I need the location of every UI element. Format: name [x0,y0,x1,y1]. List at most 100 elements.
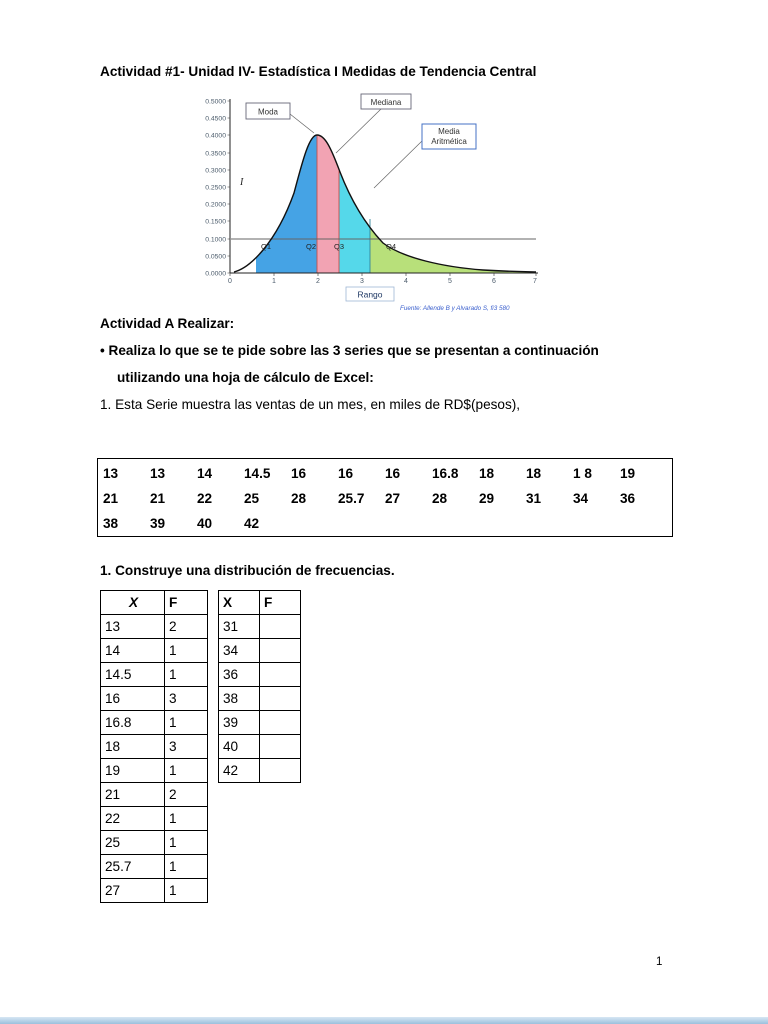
table-row: 21 2 [100,782,208,807]
page-bottom-edge [0,1017,768,1024]
x-tick-label: 1 [272,278,276,285]
series-row-1: 13 13 14 14.5 16 16 16 16.8 18 18 1 8 19 [103,461,672,486]
area-q2 [317,135,339,273]
y-tick-label: 0.2000 [205,202,226,209]
value-cell: 18 [100,734,165,759]
section-heading: Actividad A Realizar: [100,316,235,331]
y-tick-label: 0.4500 [205,116,226,123]
series-value: 39 [150,516,166,531]
table-row: 16 3 [100,686,208,711]
quartile-label-q3: Q3 [334,242,344,251]
mediana-label: Mediana [371,98,402,107]
frequency-cell [259,758,301,783]
series-value: 40 [197,516,213,531]
area-q3 [339,169,370,273]
frequency-table-left: X F 13 2 14 1 14.5 1 16 3 16.8 1 18 3 19 1 21 2 … [100,590,208,903]
frequency-cell [259,638,301,663]
table-header-row: X F [218,590,301,615]
x-tick-label: 5 [448,278,452,285]
table-row: 13 2 [100,614,208,639]
x-tick-label: 4 [404,278,408,285]
table-row: 34 [218,638,301,663]
frequency-heading: 1. Construye una distribución de frecuen… [100,563,395,578]
series-row-3: 38 39 40 42 [103,511,672,536]
table-row: 14.5 1 [100,662,208,687]
moda-label: Moda [258,108,279,117]
table-row: 16.8 1 [100,710,208,735]
x-axis-label: Rango [357,290,382,300]
series-value: 16 [291,466,307,481]
mediana-leader-line [335,108,382,154]
instruction-line-2: utilizando una hoja de cálculo de Excel: [117,370,374,385]
series-value: 14.5 [244,466,271,481]
instruction-line-1: • Realiza lo que se te pide sobre las 3 … [100,343,599,358]
frequency-cell [259,734,301,759]
series-value: 28 [432,491,448,506]
x-axis-label-box [345,286,395,302]
series-value: 38 [103,516,119,531]
stray-mark: I [239,177,244,188]
area-q1 [256,135,317,273]
frequency-cell [259,710,301,735]
column-header-x: X [218,590,260,615]
series-value: 22 [197,491,213,506]
moda-callout-box [245,102,291,120]
document-title: Actividad #1- Unidad IV- Estadística I M… [100,64,537,79]
y-tick-label: 0.0500 [205,254,226,261]
series-value: 25.7 [338,491,365,506]
frequency-cell: 1 [164,638,208,663]
series-intro: 1. Esta Serie muestra las ventas de un m… [100,397,521,412]
series-value: 16 [385,466,401,481]
media-label-line1: Media [438,127,460,136]
y-tick-label: 0.2500 [205,185,226,192]
value-cell: 39 [218,710,260,735]
y-tick-label: 0.3500 [205,151,226,158]
table-row: 25.7 1 [100,854,208,879]
series-value: 13 [103,466,119,481]
series-value: 1 8 [573,466,592,481]
data-series-box: 13 13 14 14.5 16 16 16 16.8 18 18 1 8 19 21 21 22 25 28… [97,458,673,537]
value-cell: 16 [100,686,165,711]
y-tick-label: 0.1000 [205,237,226,244]
series-value: 36 [620,491,636,506]
table-row: 18 3 [100,734,208,759]
series-value: 28 [291,491,307,506]
value-cell: 31 [218,614,260,639]
series-row-2: 21 21 22 25 28 25.7 27 28 29 31 34 36 [103,486,672,511]
series-value: 29 [479,491,495,506]
x-tick-label: 7 [533,278,537,285]
value-cell: 19 [100,758,165,783]
value-cell: 27 [100,878,165,903]
moda-leader-line [289,113,315,134]
column-header-f: F [164,590,208,615]
frequency-cell: 1 [164,854,208,879]
frequency-cell: 1 [164,806,208,831]
series-value: 18 [526,466,542,481]
page-number: 1 [656,956,663,968]
series-value: 19 [620,466,636,481]
y-axis-ticks [227,100,230,274]
table-row: 27 1 [100,878,208,903]
series-value: 16 [338,466,354,481]
frequency-cell: 3 [164,686,208,711]
value-cell: 36 [218,662,260,687]
value-cell: 42 [218,758,260,783]
series-value: 25 [244,491,260,506]
x-tick-label: 2 [316,278,320,285]
chart-source-note: Fuente: Allende B y Alvarado S, fi3 580 [400,305,510,312]
column-header-x: X [100,590,165,615]
distribution-chart: Q1 Q2 Q3 Q4 0.5000 0.4500 0.4000 0.3500 … [198,93,544,321]
value-cell: 40 [218,734,260,759]
table-row: 25 1 [100,830,208,855]
column-header-f: F [259,590,301,615]
frequency-table-right: X F 31 34 36 38 39 40 42 [218,590,301,783]
frequency-cell: 3 [164,734,208,759]
y-tick-label: 0.0000 [205,271,226,278]
table-row: 40 [218,734,301,759]
x-tick-label: 6 [492,278,496,285]
frequency-cell: 1 [164,662,208,687]
series-value: 13 [150,466,166,481]
y-tick-label: 0.1500 [205,219,226,226]
y-tick-label: 0.5000 [205,99,226,106]
value-cell: 22 [100,806,165,831]
